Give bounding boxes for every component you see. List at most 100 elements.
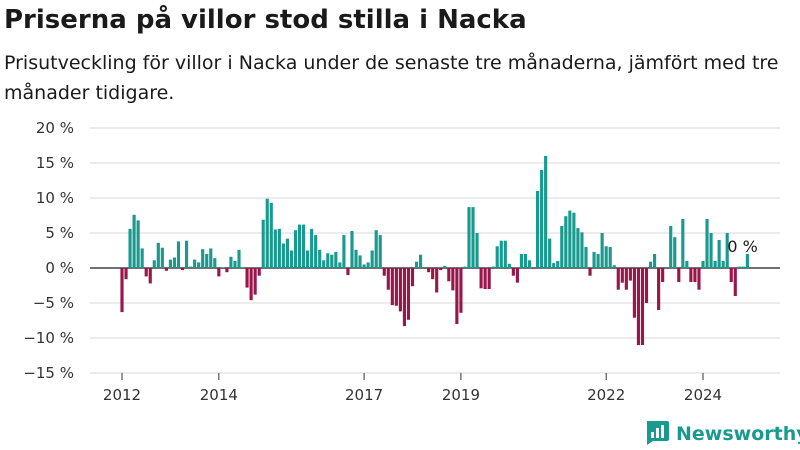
bar <box>217 268 221 277</box>
bar <box>435 268 439 293</box>
bar <box>293 230 298 268</box>
bar <box>745 254 749 268</box>
bar <box>350 230 354 268</box>
bar <box>410 268 415 287</box>
bar <box>628 268 632 281</box>
bar <box>144 268 148 277</box>
bar <box>657 268 661 310</box>
bar <box>310 228 314 268</box>
bar <box>326 253 330 268</box>
bar <box>330 254 334 268</box>
bar <box>640 268 645 345</box>
bar <box>536 191 540 268</box>
x-tick-label: 2014 <box>200 386 238 404</box>
bar <box>531 268 536 269</box>
bar <box>483 268 487 289</box>
bar <box>475 233 479 268</box>
bar <box>636 268 641 345</box>
bar <box>427 268 431 273</box>
bar <box>225 268 229 273</box>
bar <box>729 268 733 282</box>
bar <box>245 268 249 288</box>
bar <box>366 262 370 268</box>
bar <box>455 268 459 324</box>
bar <box>471 207 475 268</box>
bar <box>318 249 322 268</box>
bar <box>152 260 156 268</box>
bar <box>665 268 669 269</box>
bar <box>180 268 185 271</box>
bar <box>733 268 737 296</box>
bar <box>197 262 201 268</box>
bar <box>540 170 544 268</box>
bar <box>632 268 636 318</box>
y-tick-label: 0 % <box>45 259 74 277</box>
bar <box>459 268 463 313</box>
bar <box>213 258 217 268</box>
bar <box>653 254 657 268</box>
bar <box>265 198 269 268</box>
x-tick-label: 2024 <box>684 386 722 404</box>
bar <box>515 268 519 283</box>
bar <box>306 250 310 268</box>
bar <box>346 268 350 275</box>
bar <box>713 261 717 268</box>
bar <box>523 254 528 268</box>
bar <box>487 268 491 289</box>
bar <box>467 207 471 268</box>
bar <box>120 268 124 313</box>
bar <box>418 254 423 268</box>
bar <box>156 242 160 268</box>
bar <box>519 254 524 268</box>
bar <box>201 249 205 268</box>
chart-title: Priserna på villor stod stilla i Nacka <box>4 5 527 35</box>
bar <box>374 230 378 268</box>
bar <box>189 266 193 268</box>
bar <box>124 268 128 280</box>
bar <box>741 266 745 268</box>
y-tick-label: 20 % <box>36 119 74 137</box>
bar <box>620 268 624 283</box>
bar <box>132 214 136 268</box>
bar <box>612 265 616 268</box>
bar <box>358 255 362 268</box>
bar <box>600 233 604 268</box>
bar <box>592 251 596 268</box>
bar <box>709 233 713 268</box>
y-tick-label: 15 % <box>36 154 74 172</box>
bar <box>588 268 592 276</box>
bar <box>685 261 689 268</box>
bar <box>701 261 705 268</box>
bar <box>644 268 649 303</box>
bar <box>297 224 302 268</box>
bar <box>176 241 181 268</box>
bar <box>172 257 177 268</box>
bar <box>548 238 552 268</box>
bar <box>511 268 515 276</box>
bar <box>168 259 172 268</box>
y-tick-label: 5 % <box>45 224 74 242</box>
bar <box>616 268 620 290</box>
bar <box>439 268 443 271</box>
y-tick-label: −15 % <box>23 364 74 382</box>
bar <box>136 220 140 268</box>
bar <box>697 268 701 290</box>
y-tick-label: 10 % <box>36 189 74 207</box>
bar <box>705 219 709 268</box>
bar <box>689 268 693 282</box>
bar <box>160 247 164 268</box>
bar <box>184 240 189 268</box>
bar <box>370 250 374 268</box>
bar <box>390 268 394 306</box>
bar <box>564 216 568 268</box>
chart-subtitle: Prisutveckling för villor i Nacka under … <box>4 52 779 104</box>
bar <box>193 259 197 268</box>
bar <box>737 266 741 268</box>
bar <box>209 248 213 268</box>
bar <box>604 246 608 268</box>
bar <box>608 247 612 268</box>
latest-value-label: 0 % <box>727 237 757 256</box>
y-tick-label: −10 % <box>23 329 74 347</box>
bar <box>673 237 677 268</box>
